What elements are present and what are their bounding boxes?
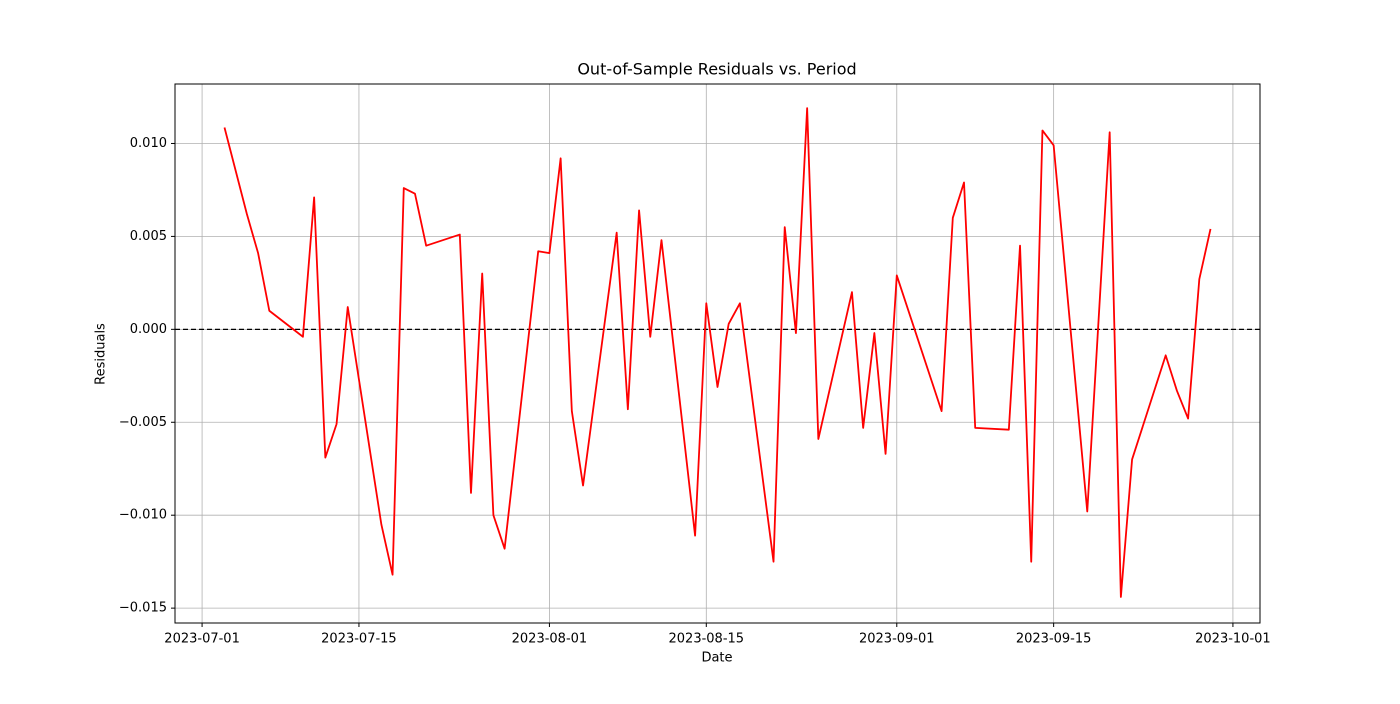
x-tick-label: 2023-08-15 <box>669 632 745 647</box>
y-tick-label: 0.000 <box>130 322 167 337</box>
x-tick-label: 2023-07-15 <box>321 632 397 647</box>
x-tick-label: 2023-07-01 <box>164 632 240 647</box>
x-tick-label: 2023-09-15 <box>1016 632 1092 647</box>
y-tick-label: −0.005 <box>119 415 167 430</box>
y-tick-label: −0.010 <box>119 508 167 523</box>
x-axis-label: Date <box>701 651 732 666</box>
x-tick-label: 2023-10-01 <box>1195 632 1271 647</box>
y-axis-label: Residuals <box>94 323 109 385</box>
y-tick-label: 0.005 <box>130 229 167 244</box>
x-tick-label: 2023-08-01 <box>512 632 588 647</box>
y-tick-label: −0.015 <box>119 601 167 616</box>
chart-title: Out-of-Sample Residuals vs. Period <box>577 60 856 79</box>
x-tick-label: 2023-09-01 <box>859 632 935 647</box>
plot-frame <box>174 83 1261 624</box>
y-tick-label: 0.010 <box>130 136 167 151</box>
series-line <box>223 107 1212 598</box>
